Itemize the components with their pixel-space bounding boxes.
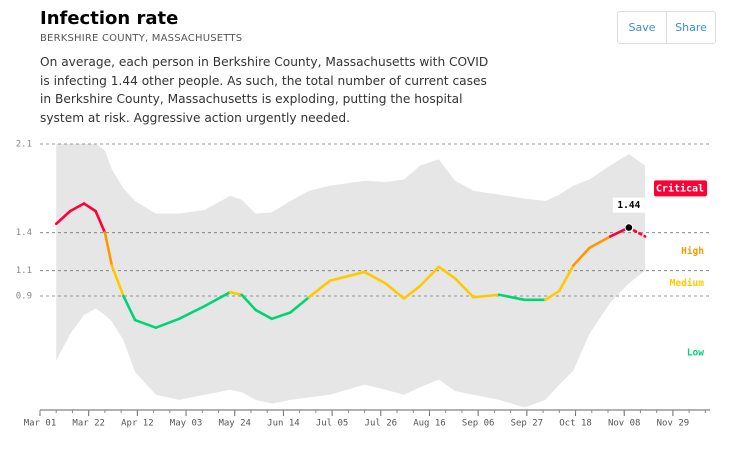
y-tick-label: 0.9 <box>16 292 32 302</box>
zone-label-bg <box>654 180 707 197</box>
line-segment <box>122 294 137 322</box>
y-tick-label: 2.1 <box>16 140 32 150</box>
x-tick-label: Jul 05 <box>316 419 349 429</box>
zone-label: Medium <box>670 278 705 289</box>
line-segment <box>289 295 311 314</box>
line-segment <box>154 317 181 329</box>
line-segment <box>571 246 591 267</box>
zone-label-text: High <box>681 246 704 257</box>
x-tick-label: May 03 <box>170 419 203 429</box>
line-segment <box>177 304 206 321</box>
line-segment <box>453 276 475 299</box>
line-segment <box>497 293 526 302</box>
zone-label: Critical <box>654 180 707 197</box>
zone-label-text: Critical <box>656 182 704 194</box>
line-segment <box>133 318 158 329</box>
current-label: 1.44 <box>617 200 640 211</box>
line-segment <box>270 311 292 321</box>
current-label-bg <box>612 197 645 213</box>
button-group: Save Share <box>617 11 716 44</box>
x-tick-label: Sep 27 <box>511 419 544 429</box>
x-tick-label: Jul 26 <box>365 419 398 429</box>
x-tick-label: Mar 22 <box>72 419 105 429</box>
x-tick-label: May 24 <box>218 419 251 429</box>
share-button[interactable]: Share <box>666 12 715 43</box>
y-tick-label: 1.4 <box>16 228 32 238</box>
y-tick-label: 1.1 <box>16 266 32 276</box>
x-tick-label: Nov 08 <box>608 419 641 429</box>
line-segment <box>103 231 114 267</box>
line-segment <box>418 265 441 288</box>
x-tick-label: Jun 14 <box>267 419 300 429</box>
line-segment <box>82 202 97 213</box>
line-segment <box>363 270 387 285</box>
x-tick-label: Nov 29 <box>657 419 690 429</box>
chart-title: Infection rate <box>40 8 179 29</box>
line-segment <box>254 308 274 321</box>
zone-label: High <box>681 246 704 257</box>
line-segment <box>68 202 86 213</box>
x-tick-label: Mar 01 <box>24 419 57 429</box>
line-segment <box>544 289 561 302</box>
line-segment <box>472 293 501 299</box>
x-tick-label: Apr 12 <box>121 419 154 429</box>
line-segment <box>203 290 232 308</box>
line-segment <box>558 264 575 293</box>
line-segment <box>54 209 72 226</box>
line-segment <box>588 235 612 250</box>
zone-label-text: Medium <box>670 278 705 289</box>
zone-label-text: Low <box>687 348 704 359</box>
description: On average, each person in Berkshire Cou… <box>40 55 489 125</box>
zone-label: Low <box>687 348 704 359</box>
x-tick-label: Aug 16 <box>413 419 446 429</box>
line-segment <box>307 279 332 299</box>
line-segment <box>402 284 422 300</box>
chart-subtitle: BERKSHIRE COUNTY, MASSACHUSETTS <box>40 33 243 44</box>
line-segment <box>110 264 125 298</box>
line-segment <box>240 293 257 312</box>
line-segment <box>94 209 107 234</box>
line-segment <box>384 282 406 300</box>
line-segment <box>228 290 243 297</box>
current-point <box>624 223 634 232</box>
x-tick-label: Sep 06 <box>462 419 495 429</box>
line-segment <box>328 270 366 283</box>
x-tick-label: Oct 18 <box>559 419 592 429</box>
line-segment <box>437 265 457 280</box>
save-button[interactable]: Save <box>628 21 656 34</box>
